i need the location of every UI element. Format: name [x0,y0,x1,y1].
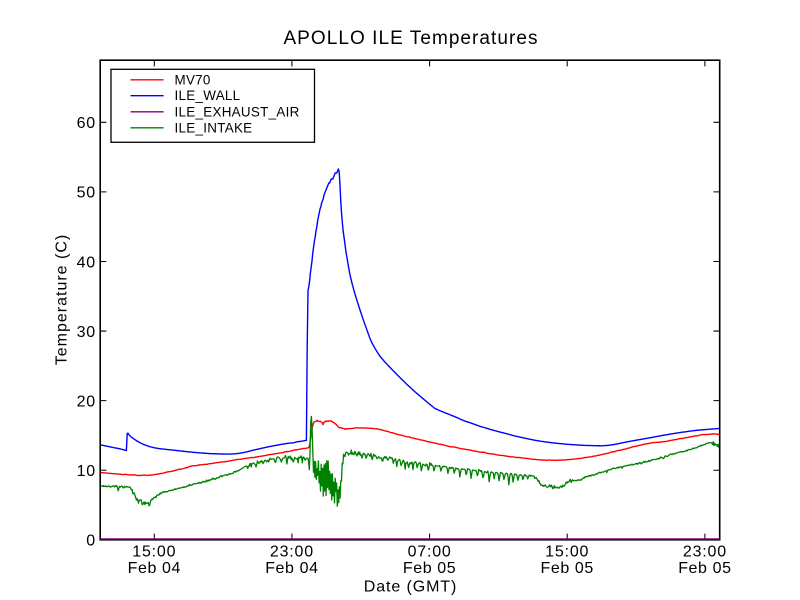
svg-text:15:00: 15:00 [545,543,589,560]
svg-text:23:00: 23:00 [683,543,727,560]
svg-text:07:00: 07:00 [408,543,452,560]
svg-text:30: 30 [77,324,96,341]
svg-text:APOLLO ILE Temperatures: APOLLO ILE Temperatures [283,28,538,49]
svg-text:Feb 04: Feb 04 [128,560,181,577]
svg-text:50: 50 [77,185,96,202]
svg-text:20: 20 [77,393,96,410]
svg-text:0: 0 [86,533,96,550]
svg-text:ILE_EXHAUST_AIR: ILE_EXHAUST_AIR [175,104,300,119]
svg-text:Feb 05: Feb 05 [678,560,731,577]
svg-text:23:00: 23:00 [270,543,314,560]
svg-text:ILE_WALL: ILE_WALL [175,88,241,103]
svg-text:Feb 04: Feb 04 [265,560,318,577]
svg-text:Feb 05: Feb 05 [540,560,593,577]
svg-text:Feb 05: Feb 05 [403,560,456,577]
svg-text:Temperature (C): Temperature (C) [54,234,71,365]
svg-text:ILE_INTAKE: ILE_INTAKE [175,120,253,135]
svg-text:60: 60 [77,115,96,132]
svg-text:Date (GMT): Date (GMT) [364,578,457,595]
svg-text:10: 10 [77,463,96,480]
svg-text:40: 40 [77,254,96,271]
svg-text:MV70: MV70 [175,72,211,87]
svg-text:15:00: 15:00 [132,543,176,560]
